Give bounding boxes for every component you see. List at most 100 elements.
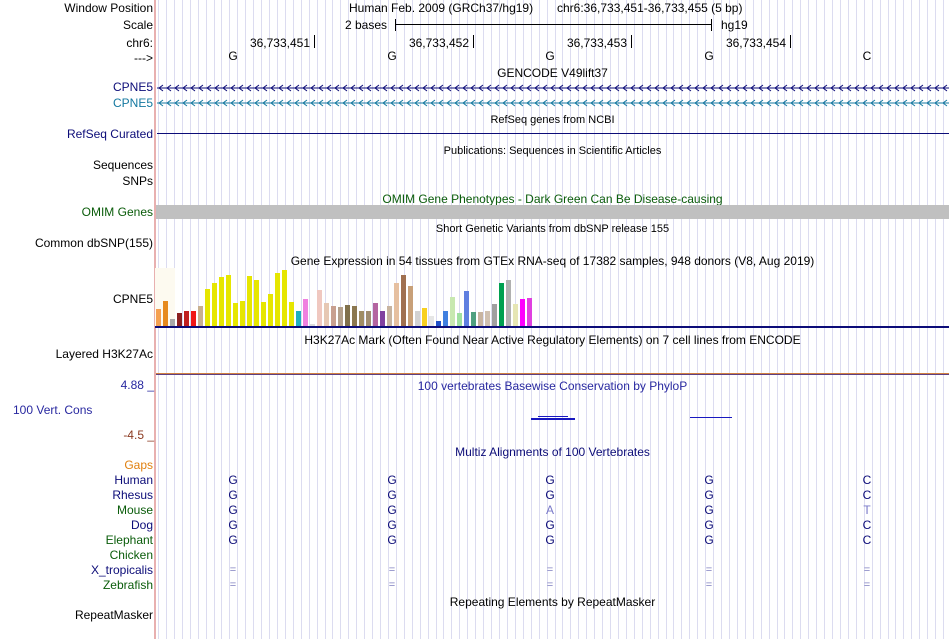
gtex-tissue-bar[interactable] — [191, 311, 196, 326]
gtex-tissue-bar[interactable] — [506, 280, 511, 326]
gtex-tissue-bar[interactable] — [422, 308, 427, 326]
gtex-tissue-bar[interactable] — [359, 311, 364, 326]
multiz-gaps-label[interactable]: Gaps — [124, 458, 153, 472]
gencode-gene-label-2[interactable]: CPNE5 — [112, 96, 153, 110]
gtex-tissue-bar[interactable] — [338, 307, 343, 326]
cons-signal-segment-2[interactable] — [690, 417, 732, 418]
aligned-base: G — [387, 518, 397, 532]
strand-chevron — [430, 99, 436, 107]
gtex-tissue-bar[interactable] — [240, 301, 245, 326]
gtex-tissue-bar[interactable] — [296, 311, 301, 326]
aligned-base: C — [862, 533, 872, 547]
dbsnp-label[interactable]: Common dbSNP(155) — [34, 236, 153, 250]
species-label[interactable]: X_tropicalis — [90, 563, 153, 577]
gtex-tissue-bar[interactable] — [520, 299, 525, 326]
cons-label[interactable]: 100 Vert. Cons — [13, 403, 93, 417]
gtex-tissue-bar[interactable] — [247, 276, 252, 326]
gtex-tissue-bar[interactable] — [268, 294, 273, 326]
gtex-gene-line[interactable] — [155, 326, 949, 328]
gtex-tissue-bar[interactable] — [401, 275, 406, 326]
species-label[interactable]: Dog — [130, 518, 153, 532]
gtex-tissue-bar[interactable] — [443, 311, 448, 326]
gtex-tissue-bar[interactable] — [289, 302, 294, 326]
strand-chevron — [206, 99, 212, 107]
gtex-tissue-bar[interactable] — [331, 306, 336, 326]
cons-signal-segment-1[interactable] — [531, 418, 575, 420]
gtex-tissue-bar[interactable] — [485, 311, 490, 326]
gencode-gene-label-1[interactable]: CPNE5 — [112, 80, 153, 94]
gtex-tissue-bar[interactable] — [275, 273, 280, 326]
gtex-tissue-bar[interactable] — [198, 306, 203, 326]
species-label[interactable]: Rhesus — [112, 488, 153, 502]
publications-sequences-label[interactable]: Sequences — [92, 158, 153, 172]
gtex-tissue-bar[interactable] — [156, 309, 161, 326]
gtex-tissue-bar[interactable] — [415, 311, 420, 326]
grid-line — [658, 0, 659, 639]
publications-snps-label[interactable]: SNPs — [122, 174, 153, 188]
gtex-tissue-bar[interactable] — [233, 303, 238, 326]
gtex-tissue-bar[interactable] — [373, 303, 378, 326]
strand-chevron — [566, 84, 572, 92]
strand-chevron — [702, 84, 708, 92]
species-label[interactable]: Mouse — [116, 503, 153, 517]
omim-label[interactable]: OMIM Genes — [81, 205, 153, 219]
gtex-tissue-bar[interactable] — [219, 277, 224, 326]
cons-signal-segment-1b[interactable] — [538, 416, 568, 417]
h3k27ac-signal-bottom[interactable] — [156, 374, 949, 375]
gtex-tissue-bar[interactable] — [282, 270, 287, 326]
h3k27ac-label[interactable]: Layered H3K27Ac — [55, 347, 153, 361]
gtex-tissue-bar[interactable] — [254, 280, 259, 326]
gtex-tissue-bar[interactable] — [352, 306, 357, 326]
gtex-tissue-bar[interactable] — [499, 283, 504, 326]
gtex-tissue-bar[interactable] — [471, 312, 476, 326]
gtex-tissue-bar[interactable] — [408, 286, 413, 326]
scale-bar — [395, 24, 711, 25]
gtex-tissue-bar[interactable] — [394, 283, 399, 326]
gtex-tissue-bar[interactable] — [170, 319, 175, 326]
gtex-tissue-bar[interactable] — [478, 312, 483, 326]
gtex-tissue-bar[interactable] — [513, 304, 518, 326]
gtex-title: Gene Expression in 54 tissues from GTEx … — [290, 254, 815, 268]
gtex-tissue-bar[interactable] — [163, 301, 168, 326]
species-label[interactable]: Elephant — [105, 533, 153, 547]
gtex-tissue-bar[interactable] — [457, 313, 462, 326]
species-label[interactable]: Chicken — [109, 548, 153, 562]
base-letter: G — [545, 49, 555, 63]
publications-title: Publications: Sequences in Scientific Ar… — [443, 145, 662, 157]
gtex-tissue-bar[interactable] — [387, 306, 392, 326]
gtex-tissue-bar[interactable] — [177, 313, 182, 326]
gencode-gene-2[interactable] — [157, 98, 949, 108]
gtex-tissue-bar[interactable] — [261, 302, 266, 326]
gtex-tissue-bar[interactable] — [464, 291, 469, 326]
strand-chevron — [782, 99, 788, 107]
grid-line — [729, 0, 730, 639]
gencode-gene-1[interactable] — [157, 83, 949, 93]
gtex-tissue-bar[interactable] — [310, 324, 315, 326]
gtex-tissue-bar[interactable] — [345, 305, 350, 326]
refseq-label[interactable]: RefSeq Curated — [66, 127, 153, 141]
species-label[interactable]: Human — [114, 473, 153, 487]
omim-gene-bar[interactable] — [156, 205, 949, 219]
gtex-tissue-bar[interactable] — [450, 297, 455, 326]
strand-chevron — [214, 99, 220, 107]
gtex-tissue-bar[interactable] — [492, 304, 497, 326]
gtex-tissue-bar[interactable] — [226, 275, 231, 326]
gtex-gene-label[interactable]: CPNE5 — [112, 292, 153, 306]
gtex-tissue-bar[interactable] — [324, 303, 329, 326]
species-label[interactable]: Zebrafish — [102, 578, 153, 592]
repeatmasker-label[interactable]: RepeatMasker — [74, 608, 153, 622]
refseq-gene-line[interactable] — [157, 133, 949, 134]
gtex-tissue-bar[interactable] — [205, 289, 210, 326]
gtex-tissue-bar[interactable] — [212, 283, 217, 326]
gtex-tissue-bar[interactable] — [429, 316, 434, 326]
gtex-tissue-bar[interactable] — [366, 311, 371, 326]
h3k27ac-signal-top[interactable] — [156, 373, 949, 374]
gtex-tissue-bar[interactable] — [436, 321, 441, 326]
gtex-tissue-bar[interactable] — [380, 311, 385, 326]
gtex-tissue-bar[interactable] — [527, 298, 532, 326]
gtex-tissue-bar[interactable] — [317, 290, 322, 326]
position-text[interactable]: chr6:36,733,451-36,733,455 (5 bp) — [557, 1, 743, 15]
strand-chevron — [398, 99, 404, 107]
gtex-tissue-bar[interactable] — [184, 311, 189, 326]
gtex-tissue-bar[interactable] — [303, 299, 308, 326]
